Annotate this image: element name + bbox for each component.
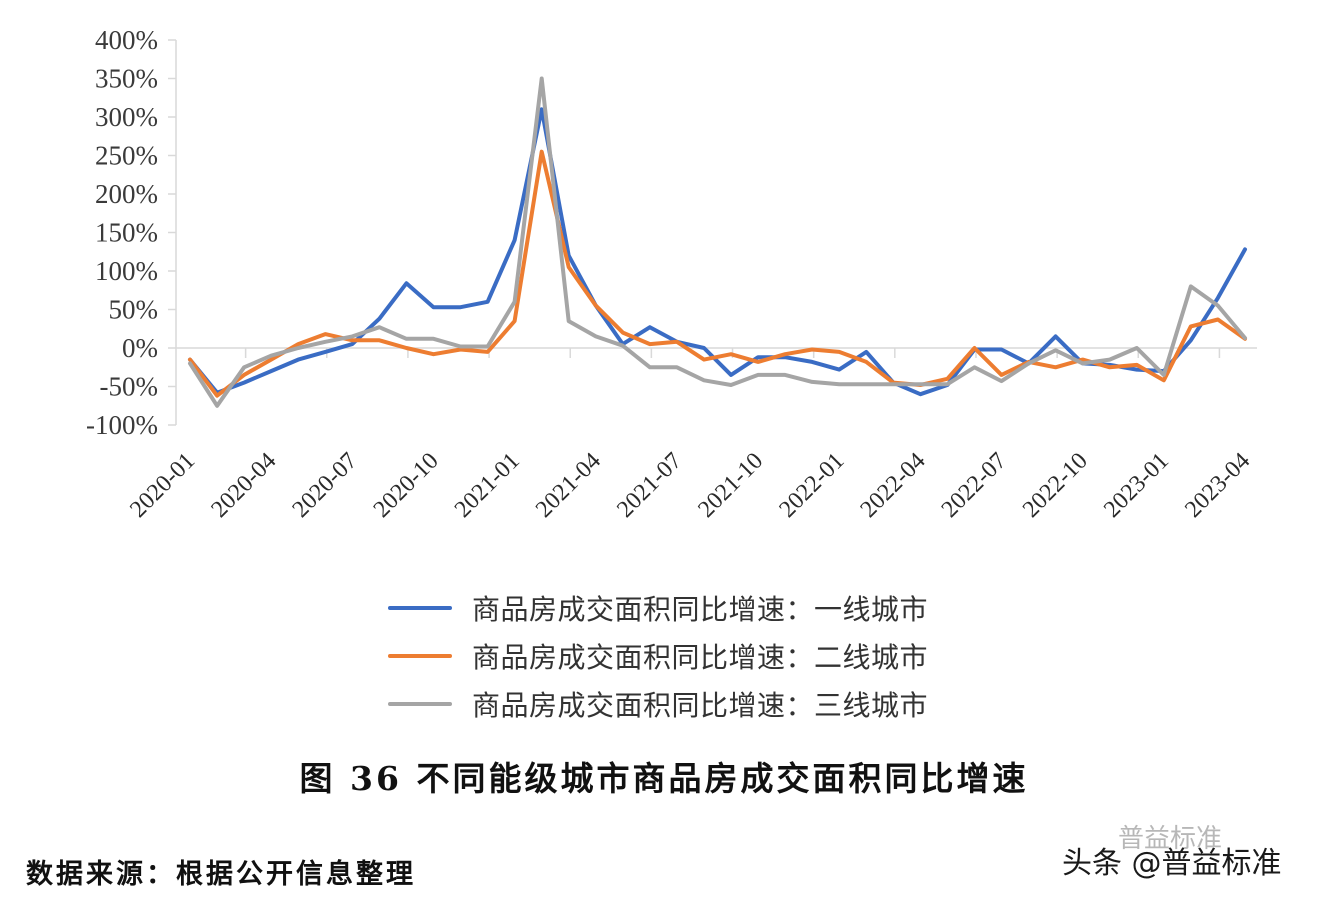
legend-swatch-gray xyxy=(388,702,452,706)
x-tick-label: 2020-10 xyxy=(369,448,444,523)
legend-swatch-orange xyxy=(388,654,452,658)
watermark: 头条 @普益标准 xyxy=(1062,846,1282,881)
y-tick-label: -100% xyxy=(86,410,158,440)
legend-label: 商品房成交面积同比增速：二线城市 xyxy=(472,641,929,674)
legend-item-tier2: 商品房成交面积同比增速：二线城市 xyxy=(388,632,928,680)
x-tick-label: 2022-07 xyxy=(937,448,1012,523)
x-tick-label: 2022-04 xyxy=(856,448,931,523)
legend-item-tier3: 商品房成交面积同比增速：三线城市 xyxy=(388,680,928,728)
y-axis: 400% 350% 300% 250% 200% 150% 100% 50% 0% -50% -10… xyxy=(86,25,177,440)
legend-swatch-blue xyxy=(388,606,452,610)
y-tick-label: 150% xyxy=(95,218,158,248)
x-tick-label: 2022-01 xyxy=(774,448,849,523)
x-tick-label: 2020-04 xyxy=(206,448,281,523)
y-tick-label: 100% xyxy=(95,256,158,286)
series-lines xyxy=(188,76,1247,408)
y-tick-label: 0% xyxy=(122,333,158,363)
y-tick-label: 200% xyxy=(95,179,158,209)
legend-item-tier1: 商品房成交面积同比增速：一线城市 xyxy=(388,584,928,632)
line-chart: 400% 350% 300% 250% 200% 150% 100% 50% 0% -50% -10… xyxy=(86,25,1257,523)
x-tick-label: 2021-04 xyxy=(531,448,606,523)
data-source-note: 数据来源：根据公开信息整理 xyxy=(26,859,416,890)
legend-label: 商品房成交面积同比增速：一线城市 xyxy=(472,593,929,626)
y-tick-label: 300% xyxy=(95,102,158,132)
x-tick-label: 2021-10 xyxy=(693,448,768,523)
x-tick-label: 2020-07 xyxy=(288,448,363,523)
figure-caption: 图 36 不同能级城市商品房成交面积同比增速 xyxy=(299,759,1029,798)
y-tick-label: 350% xyxy=(95,64,158,94)
x-tick-label: 2021-01 xyxy=(450,448,525,523)
series-tier2-line xyxy=(188,149,1247,398)
x-tick-label: 2022-10 xyxy=(1018,448,1093,523)
y-tick-label: 250% xyxy=(95,141,158,171)
x-tick-label: 2023-04 xyxy=(1180,448,1255,523)
series-tier1-line xyxy=(188,107,1247,397)
x-tick-label: 2023-01 xyxy=(1099,448,1174,523)
y-tick-label: 50% xyxy=(109,295,159,325)
legend-label: 商品房成交面积同比增速：三线城市 xyxy=(472,689,929,722)
y-tick-label: 400% xyxy=(95,25,158,55)
y-tick-label: -50% xyxy=(100,372,158,402)
watermark-ghost: 普益标准 xyxy=(1118,824,1223,854)
series-tier3-line xyxy=(188,76,1247,408)
x-tick-label: 2021-07 xyxy=(612,448,687,523)
legend: 商品房成交面积同比增速：一线城市 商品房成交面积同比增速：二线城市 商品房成交面… xyxy=(388,584,928,728)
x-tick-label: 2020-01 xyxy=(125,448,200,523)
